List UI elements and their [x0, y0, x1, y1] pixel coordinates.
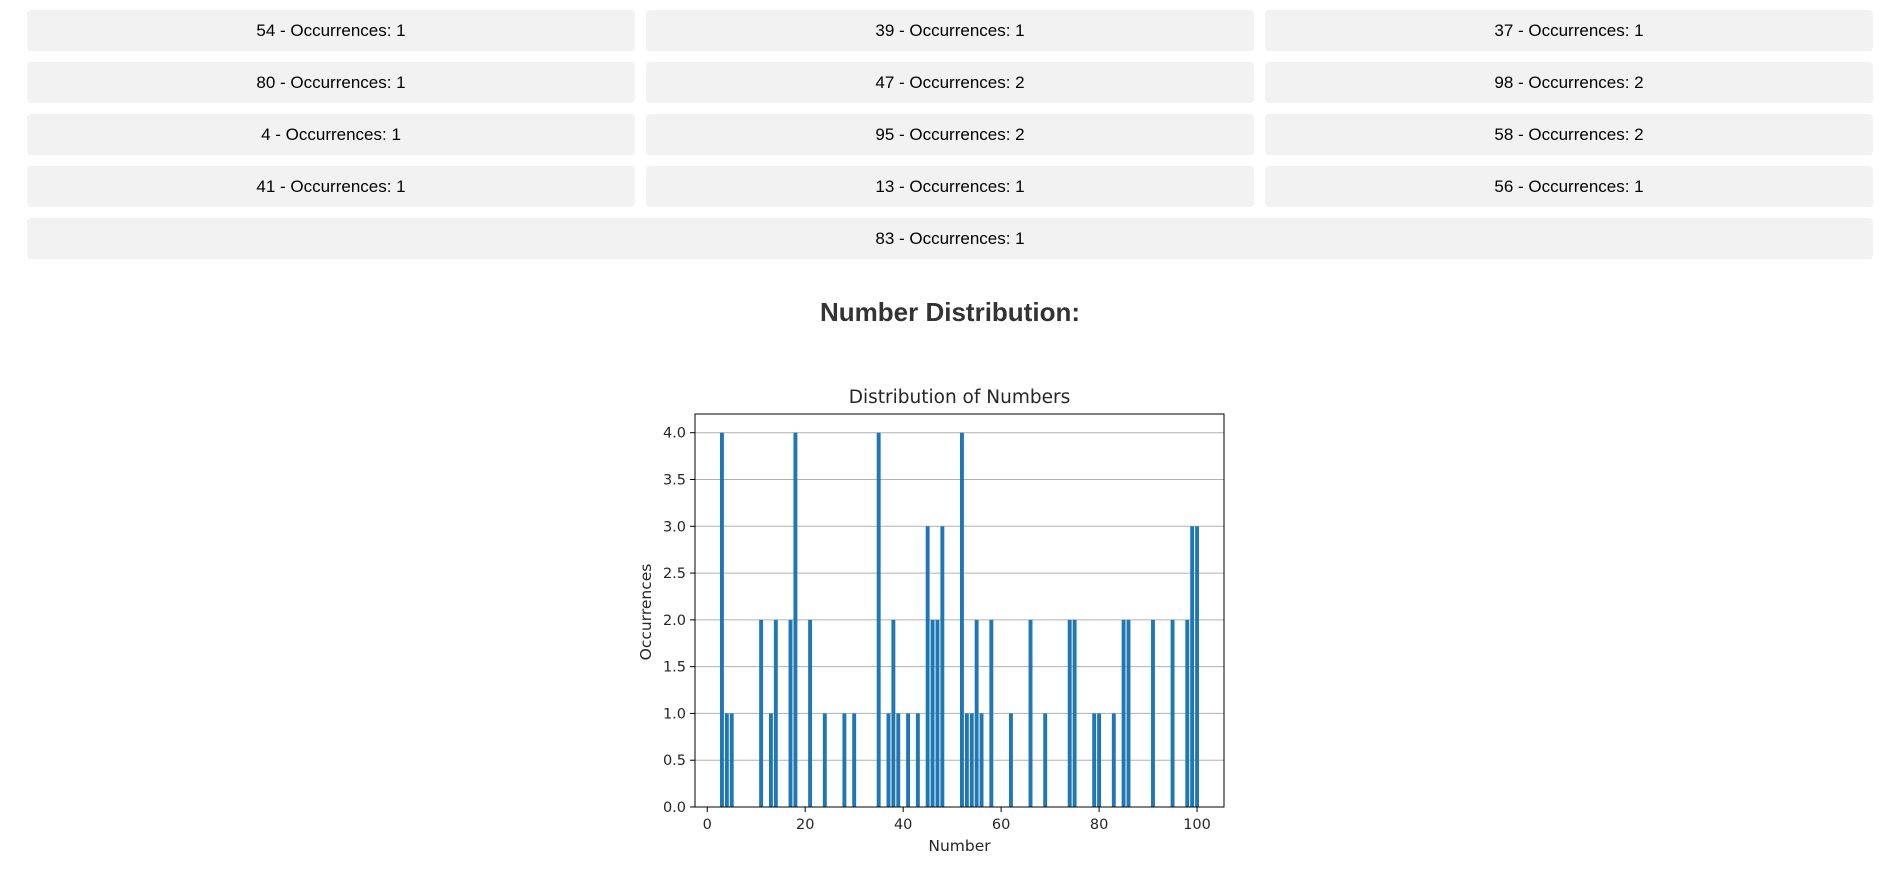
y-axis-ticks: 0.0 0.5 1.0 1.5 2.0 2.5 3.0 3.5 4.0 [663, 426, 695, 816]
y-tick-label: 4.0 [663, 426, 686, 442]
bar [1008, 713, 1013, 807]
occurrence-item: 98 - Occurrences: 2 [1265, 62, 1873, 103]
bar [1195, 526, 1200, 807]
bar [876, 432, 881, 807]
bar [935, 619, 940, 807]
bar [1151, 619, 1155, 807]
occurrence-item: 47 - Occurrences: 2 [646, 62, 1254, 103]
bar [886, 713, 891, 807]
bar [974, 619, 979, 807]
occurrence-item: 4 - Occurrences: 1 [27, 114, 635, 155]
bar [808, 619, 813, 807]
occurrence-item: 54 - Occurrences: 1 [27, 10, 635, 51]
bar [1067, 619, 1072, 807]
x-axis-ticks: 0 20 40 60 80 100 [703, 807, 1211, 833]
y-tick-label: 2.0 [663, 613, 686, 629]
bar [1111, 713, 1116, 807]
bar [1092, 713, 1097, 807]
y-tick-label: 0.5 [663, 753, 686, 769]
occurrence-item: 80 - Occurrences: 1 [27, 62, 635, 103]
bar-series [719, 432, 1200, 807]
occurrence-item: 41 - Occurrences: 1 [27, 166, 635, 207]
bar [969, 713, 974, 807]
occurrence-item: 58 - Occurrences: 2 [1265, 114, 1873, 155]
bar [1121, 619, 1126, 807]
y-tick-label: 2.5 [663, 566, 686, 582]
bar [1190, 526, 1195, 807]
bar [979, 713, 984, 807]
x-tick-label: 100 [1183, 817, 1211, 833]
occurrence-item: 39 - Occurrences: 1 [646, 10, 1254, 51]
y-tick-label: 3.0 [663, 519, 686, 535]
bar [891, 619, 896, 807]
bar [940, 526, 945, 807]
bar [724, 713, 729, 807]
bar [925, 526, 930, 807]
bar [896, 713, 901, 807]
bar [1028, 619, 1033, 807]
occurrence-item: 13 - Occurrences: 1 [646, 166, 1254, 207]
y-tick-label: 0.0 [663, 800, 686, 816]
y-tick-label: 3.5 [663, 473, 686, 489]
grid-lines [695, 432, 1224, 808]
bar [773, 619, 778, 807]
bar [793, 432, 798, 807]
occurrence-item: 95 - Occurrences: 2 [646, 114, 1254, 155]
bar [964, 713, 969, 807]
occurrence-item: 83 - Occurrences: 1 [27, 218, 1873, 259]
y-axis-label: Occurrences [637, 564, 655, 661]
x-tick-label: 0 [703, 817, 712, 833]
x-tick-label: 80 [1090, 817, 1108, 833]
chart-title: Distribution of Numbers [849, 387, 1070, 408]
occurrence-item: 56 - Occurrences: 1 [1265, 166, 1873, 207]
x-tick-label: 20 [796, 817, 814, 833]
bar [719, 432, 724, 807]
bar [906, 713, 911, 807]
bar [1170, 619, 1175, 807]
bar [768, 713, 773, 807]
plot-frame [694, 413, 1225, 808]
section-title: Number Distribution: [820, 297, 1080, 327]
bar [1097, 713, 1102, 807]
bar [959, 432, 964, 807]
bar [1043, 713, 1048, 807]
x-tick-label: 60 [992, 817, 1010, 833]
bar [852, 713, 857, 807]
distribution-chart: Distribution of Numbers 0 20 40 60 80 100 0.0… [637, 387, 1225, 855]
bar [1185, 619, 1190, 807]
x-tick-label: 40 [894, 817, 912, 833]
bar [989, 619, 994, 807]
y-tick-label: 1.0 [663, 706, 686, 722]
bar [729, 713, 734, 807]
bar [842, 713, 847, 807]
bar [788, 619, 793, 807]
occurrence-item: 37 - Occurrences: 1 [1265, 10, 1873, 51]
occurrence-grid: 54 - Occurrences: 1 39 - Occurrences: 1 … [27, 0, 1873, 259]
bar [930, 619, 935, 807]
bar [915, 713, 920, 807]
bar [759, 619, 764, 807]
y-tick-label: 1.5 [663, 660, 686, 676]
bar [1126, 619, 1131, 807]
bar [1072, 619, 1077, 807]
x-axis-label: Number [928, 837, 991, 855]
bar [822, 713, 827, 807]
